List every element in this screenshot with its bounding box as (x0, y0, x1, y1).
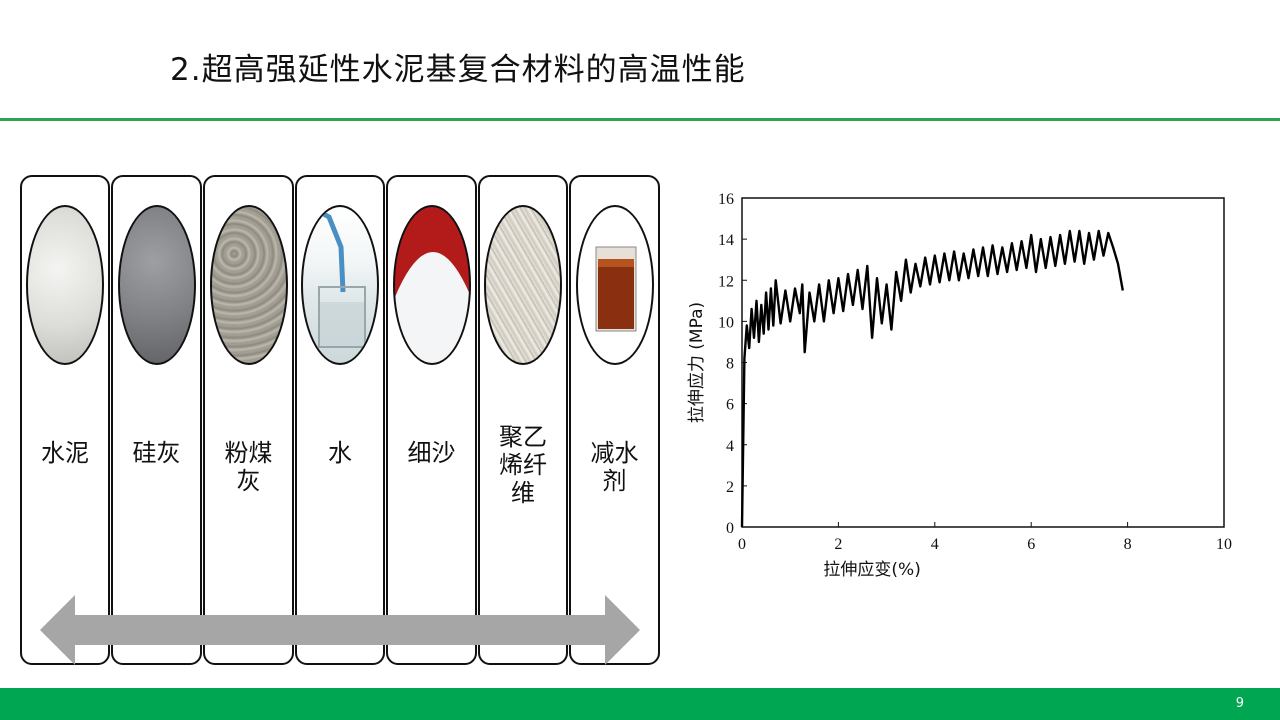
y-tick-label: 12 (718, 273, 734, 290)
cement-powder-image (26, 205, 104, 365)
y-tick-label: 0 (726, 520, 734, 537)
material-column-water: 水 (295, 175, 385, 665)
y-tick-label: 14 (718, 232, 734, 249)
x-tick-label: 2 (834, 536, 842, 553)
x-axis-label: 拉伸应变(%) (823, 560, 920, 580)
superplasticizer-beaker-image (575, 205, 654, 365)
water-glass-icon (309, 207, 366, 348)
x-tick-label: 6 (1027, 536, 1035, 553)
double-headed-arrow-icon (40, 595, 640, 665)
footer-bar: 9 (0, 688, 1280, 720)
material-column-pe-fiber: 聚乙 烯纤维 (478, 175, 568, 665)
slide-title: 2.超高强延性水泥基复合材料的高温性能 (170, 52, 746, 88)
x-tick-label: 10 (1216, 536, 1232, 553)
material-label: 细沙 (407, 439, 456, 467)
y-tick-label: 8 (726, 356, 734, 373)
title-divider (0, 118, 1280, 121)
y-tick-label: 16 (718, 191, 734, 208)
y-tick-label: 10 (718, 314, 734, 331)
material-column-cement: 水泥 (20, 175, 110, 665)
material-label: 水泥 (41, 439, 89, 467)
y-tick-label: 2 (726, 479, 734, 496)
material-column-silica-fume: 硅灰 (111, 175, 202, 665)
material-column-fly-ash: 粉煤灰 (203, 175, 294, 665)
y-tick-label: 4 (726, 438, 734, 455)
polyethylene-fiber-image (484, 205, 562, 365)
material-label: 减水剂 (590, 439, 639, 495)
material-label: 粉煤灰 (224, 439, 273, 495)
silica-fume-image (117, 205, 196, 365)
y-axis-label: 拉伸应力 (MPa) (687, 302, 707, 423)
tensile-stress-strain-chart: 0 2 4 6 8 10 0 2 4 6 8 10 12 14 16 拉伸应变(%) 拉伸应力 (MPa) (687, 191, 1232, 580)
page-number: 9 (1235, 696, 1244, 711)
material-label: 水 (328, 439, 352, 467)
stress-strain-line (740, 229, 1124, 528)
x-tick-label: 0 (738, 536, 746, 553)
beaker-icon (595, 246, 636, 332)
material-label: 硅灰 (132, 439, 181, 467)
sand-pile-icon (394, 252, 469, 363)
material-column-superplasticizer: 减水剂 (569, 175, 660, 665)
material-label: 聚乙 烯纤维 (499, 423, 547, 507)
water-glass-image (301, 205, 379, 365)
fly-ash-image (209, 205, 288, 365)
y-tick-label: 6 (726, 397, 734, 414)
x-tick-label: 4 (931, 536, 939, 553)
fine-sand-image (392, 205, 471, 365)
materials-panel: 水泥 硅灰 粉煤灰 水 细沙 聚乙 烯纤维 (20, 175, 660, 670)
material-column-fine-sand: 细沙 (386, 175, 477, 665)
x-tick-label: 8 (1124, 536, 1132, 553)
